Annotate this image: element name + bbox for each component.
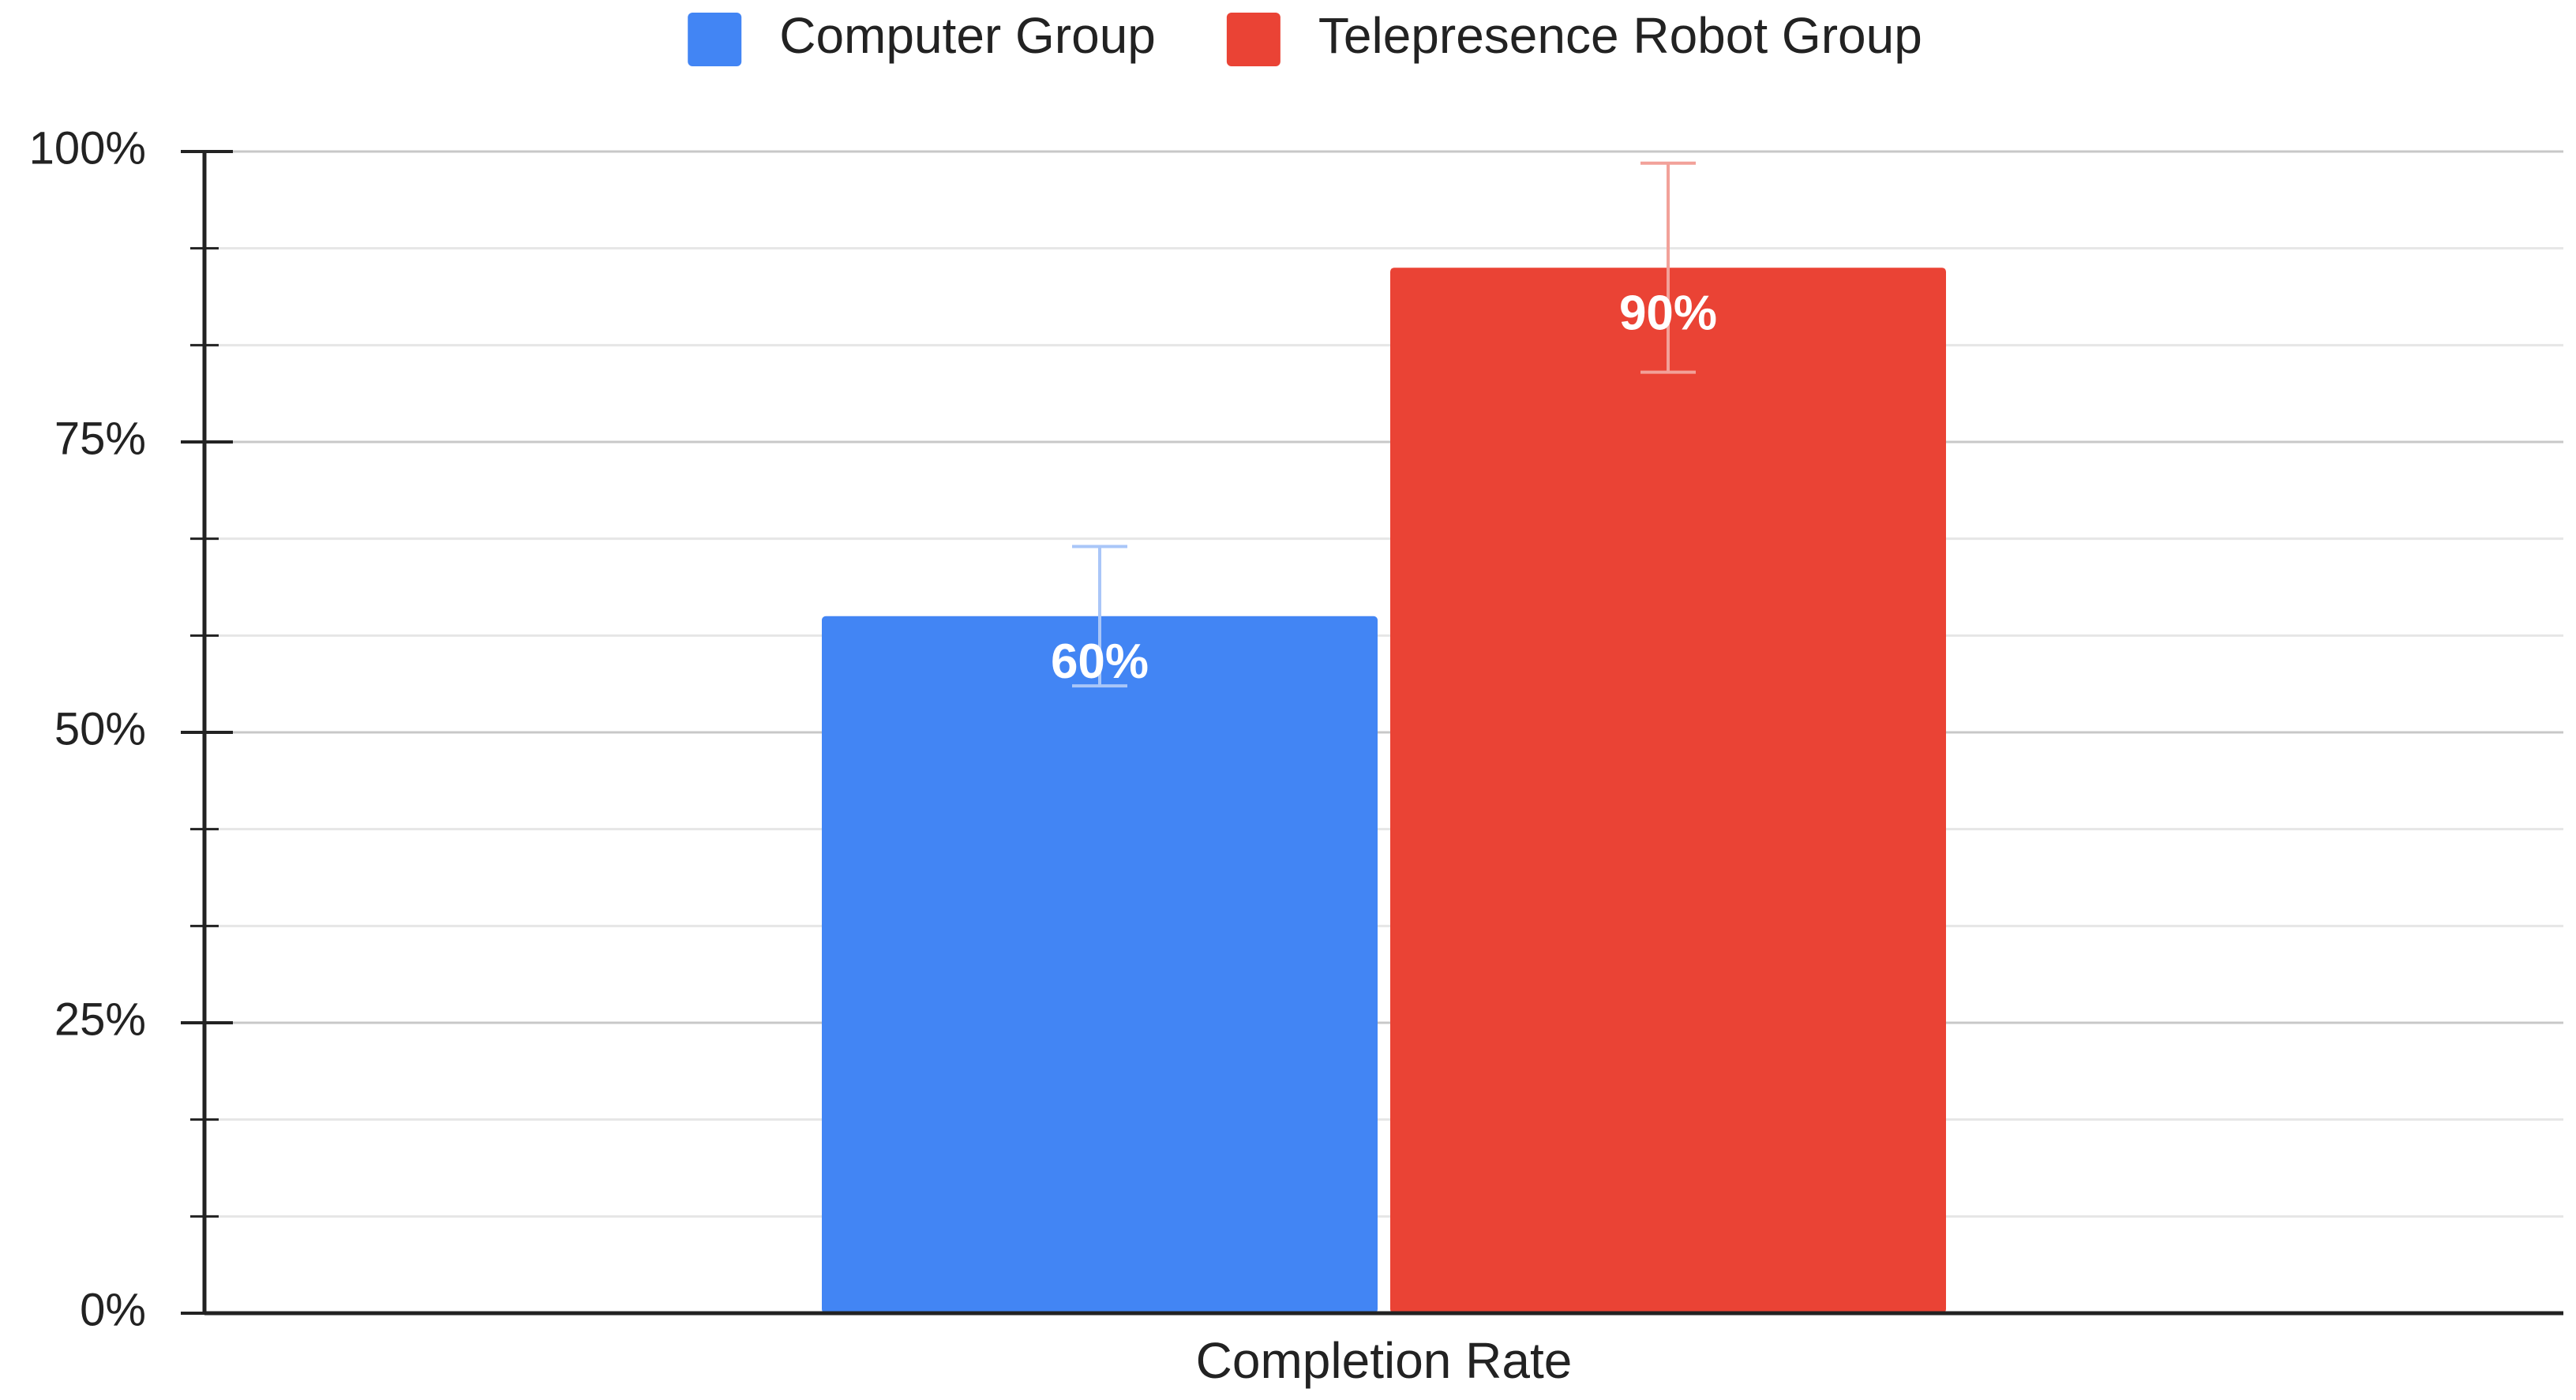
legend-swatch	[1226, 13, 1281, 66]
legend-label: Telepresence Robot Group	[1318, 7, 1922, 64]
y-tick-label: 0%	[80, 1284, 146, 1335]
legend-item: Telepresence Robot Group	[1226, 7, 1922, 66]
x-tick-label: Completion Rate	[1196, 1332, 1573, 1389]
bar	[822, 616, 1378, 1313]
y-tick-label: 75%	[54, 413, 146, 464]
legend-item: Computer Group	[688, 7, 1156, 66]
y-tick-label: 25%	[54, 994, 146, 1045]
bar	[1390, 268, 1946, 1314]
value-label: 60%	[1051, 634, 1149, 689]
y-tick-label: 100%	[29, 122, 146, 174]
error-bar	[1072, 545, 1127, 688]
legend-swatch	[688, 13, 742, 66]
legend-label: Computer Group	[779, 7, 1156, 64]
error-bar	[1640, 161, 1696, 374]
value-label: 90%	[1619, 286, 1717, 341]
y-tick-label: 50%	[54, 703, 146, 754]
